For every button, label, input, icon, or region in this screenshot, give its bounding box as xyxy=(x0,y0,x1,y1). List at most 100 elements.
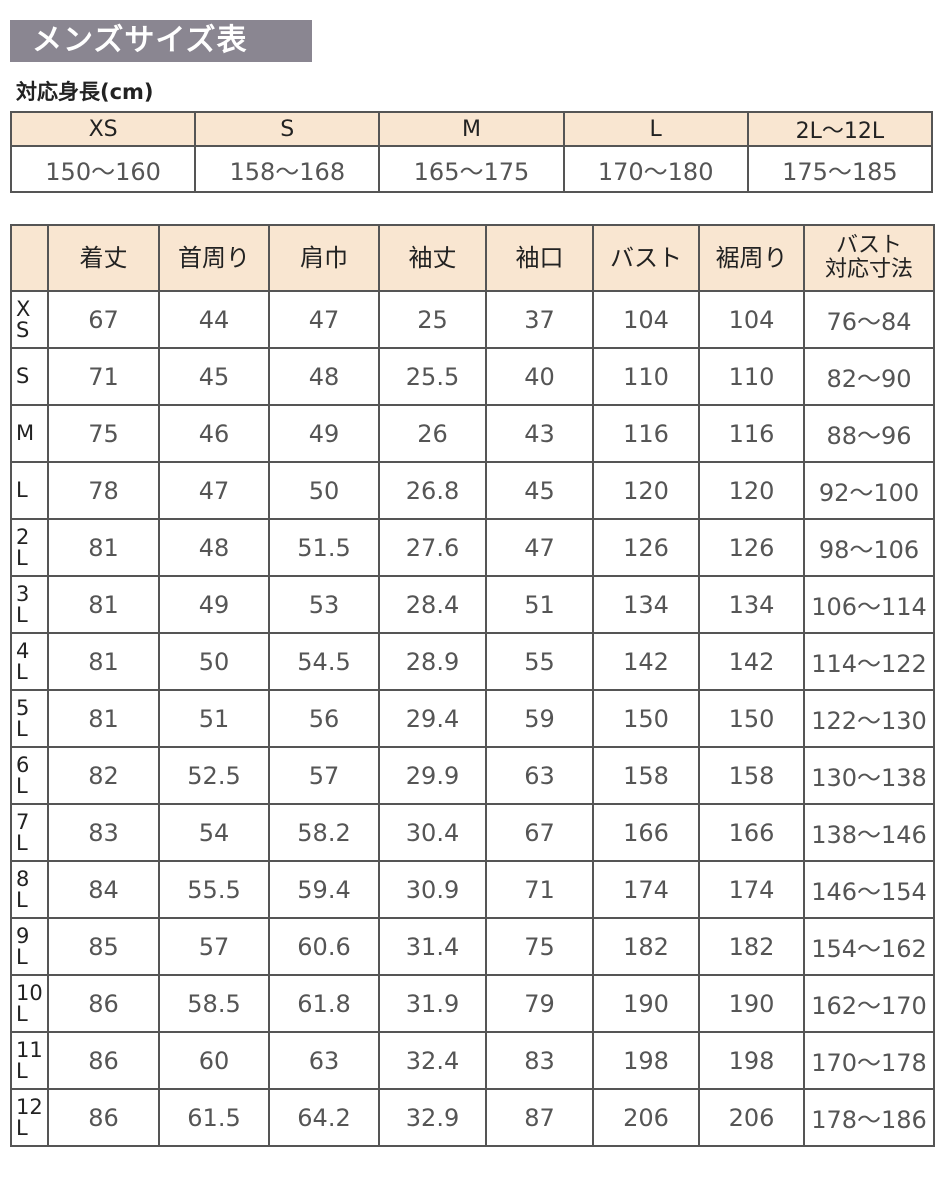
height-range-cell: 150〜160 xyxy=(9,145,197,193)
size-label: 4 L xyxy=(10,632,49,691)
measurement-cell: 51.5 xyxy=(268,518,380,577)
measurement-cell: 48 xyxy=(268,347,380,406)
table-row: 9 L 85 57 60.6 31.4 75 182 182 154〜162 xyxy=(10,917,935,976)
measurement-cell: 32.4 xyxy=(378,1031,487,1090)
table-row: 8 L 84 55.5 59.4 30.9 71 174 174 146〜154 xyxy=(10,860,935,919)
measurement-cell: 106〜114 xyxy=(803,575,935,634)
measurement-cell: 87 xyxy=(485,1088,594,1147)
table-row: 2 L 81 48 51.5 27.6 47 126 126 98〜106 xyxy=(10,518,935,577)
measurement-cell: 120 xyxy=(592,461,700,520)
column-header: 肩巾 xyxy=(268,224,380,292)
measurement-cell: 104 xyxy=(698,290,805,349)
measurement-cell: 78 xyxy=(47,461,160,520)
measurement-cell: 61.5 xyxy=(158,1088,270,1147)
measurement-cell: 150 xyxy=(592,689,700,748)
size-label: 7 L xyxy=(10,803,49,862)
measurement-cell: 86 xyxy=(47,974,160,1033)
measurement-cell: 40 xyxy=(485,347,594,406)
size-header: M xyxy=(378,111,565,147)
measurement-cell: 120 xyxy=(698,461,805,520)
measurement-cell: 53 xyxy=(268,575,380,634)
height-table-value-row: 150〜160 158〜168 165〜175 170〜180 175〜185 xyxy=(9,145,934,193)
table-row: 5 L 81 51 56 29.4 59 150 150 122〜130 xyxy=(10,689,935,748)
measurement-cell: 134 xyxy=(592,575,700,634)
measurement-cell: 166 xyxy=(698,803,805,862)
size-label: 10 L xyxy=(10,974,49,1033)
size-header: S xyxy=(194,111,381,147)
size-header: L xyxy=(562,111,749,147)
measurement-cell: 134 xyxy=(698,575,805,634)
measurement-cell: 71 xyxy=(485,860,594,919)
measurement-cell: 47 xyxy=(268,290,380,349)
measurement-cell: 142 xyxy=(698,632,805,691)
measurement-cell: 130〜138 xyxy=(803,746,935,805)
table-row: 11 L 86 60 63 32.4 83 198 198 170〜178 xyxy=(10,1031,935,1090)
measurement-cell: 67 xyxy=(485,803,594,862)
measurement-cell: 126 xyxy=(592,518,700,577)
height-table: XS S M L 2L〜12L 150〜160 158〜168 165〜175 170〜180… xyxy=(9,111,934,193)
measurement-cell: 81 xyxy=(47,518,160,577)
measurement-cell: 75 xyxy=(485,917,594,976)
measurement-cell: 29.9 xyxy=(378,746,487,805)
column-header: バスト 対応寸法 xyxy=(803,224,935,292)
measurement-cell: 61.8 xyxy=(268,974,380,1033)
measurement-cell: 162〜170 xyxy=(803,974,935,1033)
measurement-cell: 63 xyxy=(485,746,594,805)
measurement-cell: 58.2 xyxy=(268,803,380,862)
measurement-cell: 50 xyxy=(268,461,380,520)
table-row: 7 L 83 54 58.2 30.4 67 166 166 138〜146 xyxy=(10,803,935,862)
measurement-cell: 25.5 xyxy=(378,347,487,406)
measurement-cell: 182 xyxy=(592,917,700,976)
size-label: 2 L xyxy=(10,518,49,577)
measurement-cell: 138〜146 xyxy=(803,803,935,862)
height-range-cell: 165〜175 xyxy=(378,145,565,193)
size-label: 9 L xyxy=(10,917,49,976)
size-label: X S xyxy=(10,290,49,349)
measurement-cell: 206 xyxy=(698,1088,805,1147)
measurement-cell: 49 xyxy=(268,404,380,463)
measurement-cell: 37 xyxy=(485,290,594,349)
measurement-cell: 57 xyxy=(268,746,380,805)
size-label: 12 L xyxy=(10,1088,49,1147)
height-table-caption: 対応身長(cm) xyxy=(16,80,154,104)
size-header: XS xyxy=(9,111,197,147)
measurement-cell: 83 xyxy=(47,803,160,862)
table-row: X S 67 44 47 25 37 104 104 76〜84 xyxy=(10,290,935,349)
measurement-cell: 116 xyxy=(698,404,805,463)
measurement-cell: 59 xyxy=(485,689,594,748)
size-label: M xyxy=(10,404,49,463)
measurement-cell: 26 xyxy=(378,404,487,463)
measurement-cell: 29.4 xyxy=(378,689,487,748)
measurement-cell: 30.4 xyxy=(378,803,487,862)
measurement-cell: 71 xyxy=(47,347,160,406)
measurement-cell: 32.9 xyxy=(378,1088,487,1147)
measurement-cell: 58.5 xyxy=(158,974,270,1033)
measurement-cell: 116 xyxy=(592,404,700,463)
measurement-cell: 198 xyxy=(698,1031,805,1090)
measurement-cell: 92〜100 xyxy=(803,461,935,520)
measurement-cell: 86 xyxy=(47,1088,160,1147)
measurement-cell: 44 xyxy=(158,290,270,349)
measurement-cell: 83 xyxy=(485,1031,594,1090)
measurement-cell: 45 xyxy=(158,347,270,406)
measurement-cell: 51 xyxy=(158,689,270,748)
measurement-cell: 110 xyxy=(698,347,805,406)
measurement-cell: 55 xyxy=(485,632,594,691)
measurement-cell: 63 xyxy=(268,1031,380,1090)
measurement-cell: 166 xyxy=(592,803,700,862)
measurement-cell: 154〜162 xyxy=(803,917,935,976)
measurement-cell: 88〜96 xyxy=(803,404,935,463)
measurement-cell: 142 xyxy=(592,632,700,691)
measurement-cell: 76〜84 xyxy=(803,290,935,349)
measurement-cell: 86 xyxy=(47,1031,160,1090)
size-label: 8 L xyxy=(10,860,49,919)
measurement-cell: 190 xyxy=(592,974,700,1033)
measurement-cell: 190 xyxy=(698,974,805,1033)
size-label: 11 L xyxy=(10,1031,49,1090)
measurement-cell: 158 xyxy=(698,746,805,805)
measurement-cell: 114〜122 xyxy=(803,632,935,691)
table-row: 12 L 86 61.5 64.2 32.9 87 206 206 178〜186 xyxy=(10,1088,935,1147)
height-range-cell: 175〜185 xyxy=(746,145,934,193)
measurement-cell: 158 xyxy=(592,746,700,805)
column-header: 首周り xyxy=(158,224,270,292)
